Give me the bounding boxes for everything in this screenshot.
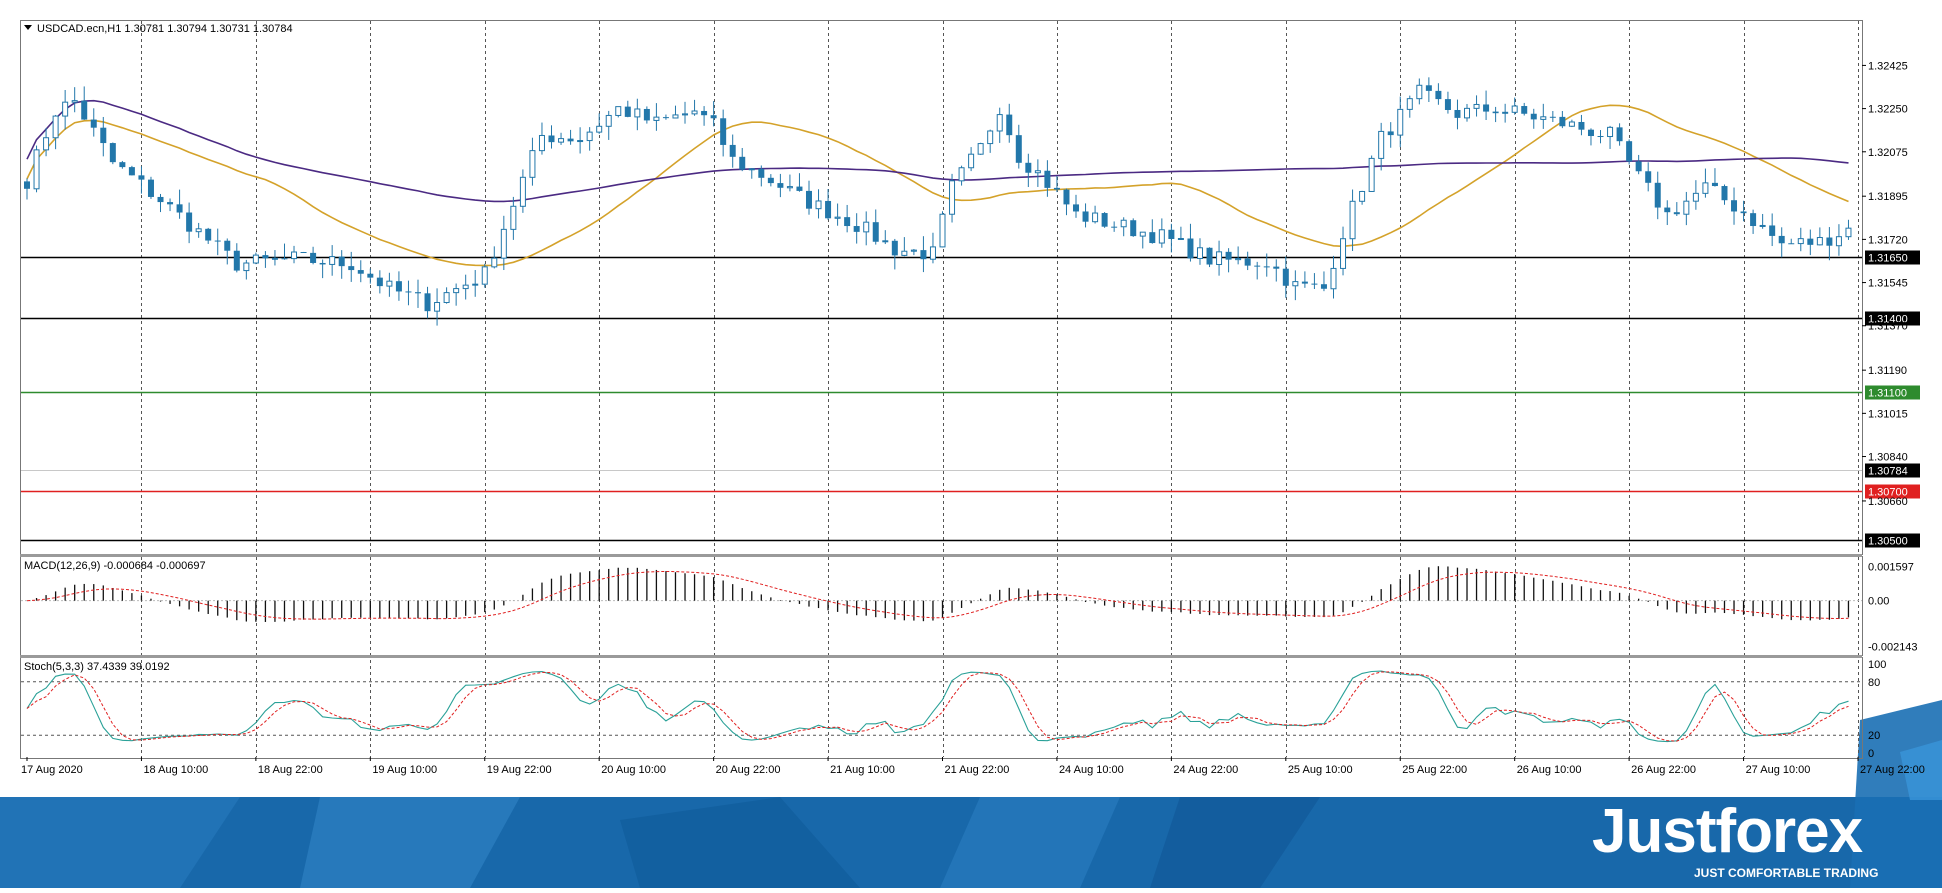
macd-tick-label: -0.002143 (1868, 641, 1918, 653)
time-tick-label: 24 Aug 22:00 (1173, 764, 1238, 776)
stoch-tick-label: 80 (1868, 677, 1880, 689)
time-tick-label: 24 Aug 10:00 (1059, 764, 1124, 776)
candle (129, 166, 135, 176)
candle (482, 264, 487, 288)
macd-tick-label: 0.00 (1868, 596, 1889, 608)
stoch-tick-label: 100 (1868, 659, 1886, 671)
candle (1626, 139, 1632, 164)
stoch-label: Stoch(5,3,3) 37.4339 39.0192 (24, 661, 170, 673)
time-tick-label: 18 Aug 22:00 (258, 764, 323, 776)
price-tick-label: 1.31015 (1868, 408, 1908, 420)
time-tick-label: 26 Aug 22:00 (1631, 764, 1696, 776)
candle (1369, 156, 1374, 192)
time-tick-label: 20 Aug 22:00 (716, 764, 781, 776)
candle (978, 143, 983, 155)
price-tick-label: 1.31370 (1868, 321, 1908, 333)
time-tick-label: 25 Aug 22:00 (1402, 764, 1467, 776)
price-tick-label: 1.30660 (1868, 496, 1908, 508)
candle (301, 252, 307, 253)
time-tick-label: 26 Aug 10:00 (1517, 764, 1582, 776)
current-price-label: 1.30784 (1868, 466, 1908, 478)
symbol-header: USDCAD.ecn,H1 1.30781 1.30794 1.30731 1.… (37, 23, 293, 35)
price-tick-label: 1.31545 (1868, 278, 1908, 290)
price-tick-label: 1.31190 (1868, 365, 1907, 377)
time-tick-label: 17 Aug 2020 (21, 764, 83, 776)
candle (34, 146, 39, 193)
candle (110, 143, 116, 165)
candle (940, 211, 945, 247)
time-tick-label: 21 Aug 22:00 (945, 764, 1010, 776)
price-tick-label: 1.32425 (1868, 60, 1908, 72)
candle (1102, 212, 1108, 228)
time-tick-label: 19 Aug 22:00 (487, 764, 552, 776)
level-label: 1.31650 (1868, 253, 1908, 265)
brand-logo: Justforex (1592, 797, 1864, 866)
price-tick-label: 1.30840 (1868, 452, 1908, 464)
time-tick-label: 27 Aug 22:00 (1860, 764, 1925, 776)
candle (1130, 218, 1136, 236)
macd-label: MACD(12,26,9) -0.000684 -0.000697 (24, 560, 206, 572)
time-tick-label: 25 Aug 10:00 (1288, 764, 1353, 776)
time-tick-label: 19 Aug 10:00 (372, 764, 437, 776)
time-tick-label: 18 Aug 10:00 (143, 764, 208, 776)
price-tick-label: 1.32250 (1868, 104, 1908, 116)
macd-tick-label: 0.001597 (1868, 562, 1914, 574)
time-tick-label: 20 Aug 10:00 (601, 764, 666, 776)
stoch-tick-label: 20 (1868, 730, 1880, 742)
price-tick-label: 1.31720 (1868, 234, 1908, 246)
price-tick-label: 1.32075 (1868, 147, 1908, 159)
time-tick-label: 27 Aug 10:00 (1746, 764, 1811, 776)
candle (616, 107, 621, 118)
price-tick-label: 1.31895 (1868, 191, 1908, 203)
candle (1207, 247, 1213, 267)
candle (148, 177, 154, 199)
brand-tagline: JUST COMFORTABLE TRADING (1694, 866, 1878, 880)
level-label: 1.30500 (1868, 536, 1908, 548)
time-tick-label: 21 Aug 10:00 (830, 764, 895, 776)
level-label: 1.31100 (1868, 388, 1907, 400)
stoch-tick-label: 0 (1868, 748, 1874, 760)
